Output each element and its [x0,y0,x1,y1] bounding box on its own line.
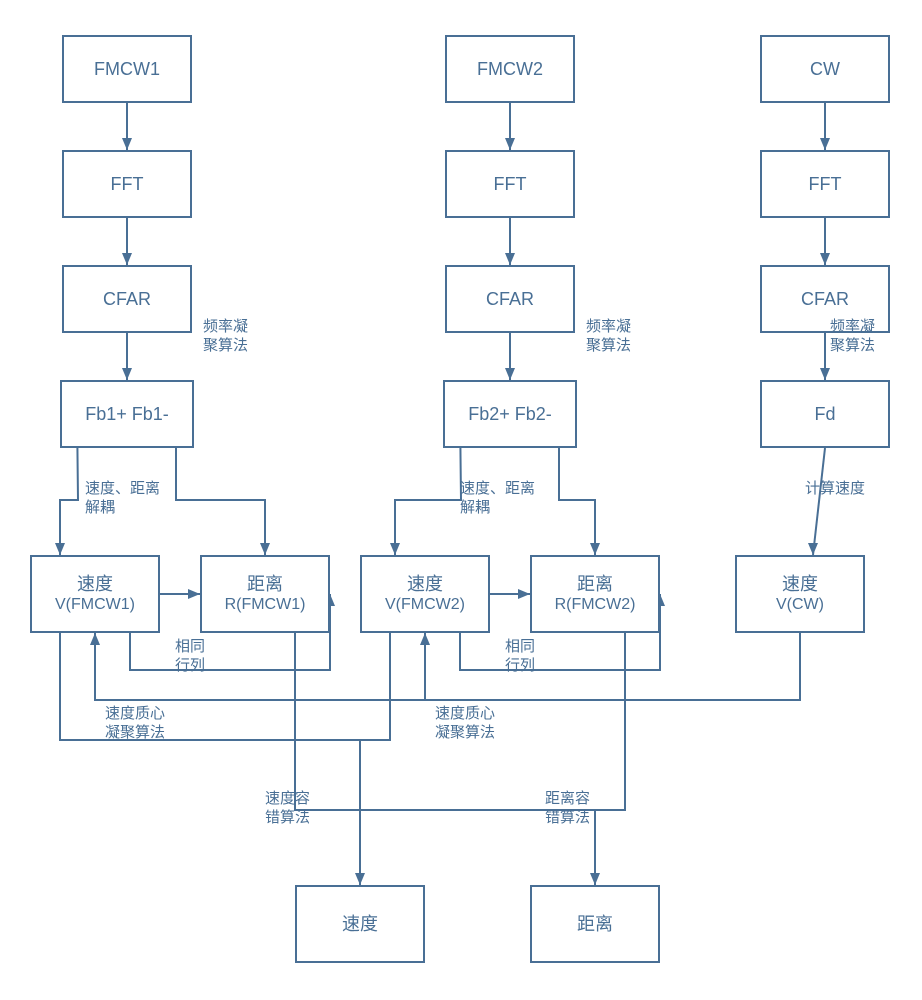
label-l_cent1: 速度质心 凝聚算法 [105,705,165,743]
node-text-primary: Fd [814,403,835,426]
node-text-secondary: R(FMCW2) [555,595,636,615]
node-text-primary: CW [810,58,840,81]
node-text-primary: 速度 [77,573,113,596]
node-n_cfar1: CFAR [62,265,192,333]
node-text-primary: Fb2+ Fb2- [468,403,552,426]
node-text-primary: FFT [494,173,527,196]
node-text-primary: 速度 [342,913,378,936]
node-text-secondary: V(FMCW2) [385,595,465,615]
label-l_verr: 速度容 错算法 [265,790,310,828]
label-l_vddec2: 速度、距离 解耦 [460,480,535,518]
label-l_cent2: 速度质心 凝聚算法 [435,705,495,743]
label-l_freq3: 频率凝 聚算法 [830,318,875,356]
node-n_fft3: FFT [760,150,890,218]
node-n_v1: 速度V(FMCW1) [30,555,160,633]
node-n_fmcw2: FMCW2 [445,35,575,103]
label-l_freq1: 频率凝 聚算法 [203,318,248,356]
label-l_freq2: 频率凝 聚算法 [586,318,631,356]
node-text-secondary: V(CW) [776,595,824,615]
node-n_r1: 距离R(FMCW1) [200,555,330,633]
node-n_cfar2: CFAR [445,265,575,333]
diagram-canvas: FMCW1FFTCFARFb1+ Fb1-速度V(FMCW1)距离R(FMCW1… [0,0,922,1000]
node-text-secondary: V(FMCW1) [55,595,135,615]
label-l_same1: 相同 行列 [175,638,205,676]
node-text-primary: 速度 [407,573,443,596]
node-n_v2: 速度V(FMCW2) [360,555,490,633]
node-n_fb2: Fb2+ Fb2- [443,380,577,448]
node-text-primary: 距离 [577,913,613,936]
node-n_speed: 速度 [295,885,425,963]
node-n_vcw: 速度V(CW) [735,555,865,633]
node-n_fft1: FFT [62,150,192,218]
node-text-primary: 距离 [247,573,283,596]
node-text-primary: FFT [809,173,842,196]
node-n_fb1: Fb1+ Fb1- [60,380,194,448]
node-text-primary: FFT [111,173,144,196]
node-n_fd: Fd [760,380,890,448]
label-l_calcv: 计算速度 [805,480,865,499]
node-n_fmcw1: FMCW1 [62,35,192,103]
node-text-primary: CFAR [486,288,534,311]
node-n_cw: CW [760,35,890,103]
node-text-primary: Fb1+ Fb1- [85,403,169,426]
node-text-primary: FMCW1 [94,58,160,81]
node-n_range: 距离 [530,885,660,963]
node-text-primary: FMCW2 [477,58,543,81]
node-text-secondary: R(FMCW1) [225,595,306,615]
label-l_same2: 相同 行列 [505,638,535,676]
label-l_rerr: 距离容 错算法 [545,790,590,828]
node-n_fft2: FFT [445,150,575,218]
node-text-primary: CFAR [103,288,151,311]
label-l_vddec1: 速度、距离 解耦 [85,480,160,518]
node-text-primary: 速度 [782,573,818,596]
node-n_r2: 距离R(FMCW2) [530,555,660,633]
node-text-primary: CFAR [801,288,849,311]
node-text-primary: 距离 [577,573,613,596]
